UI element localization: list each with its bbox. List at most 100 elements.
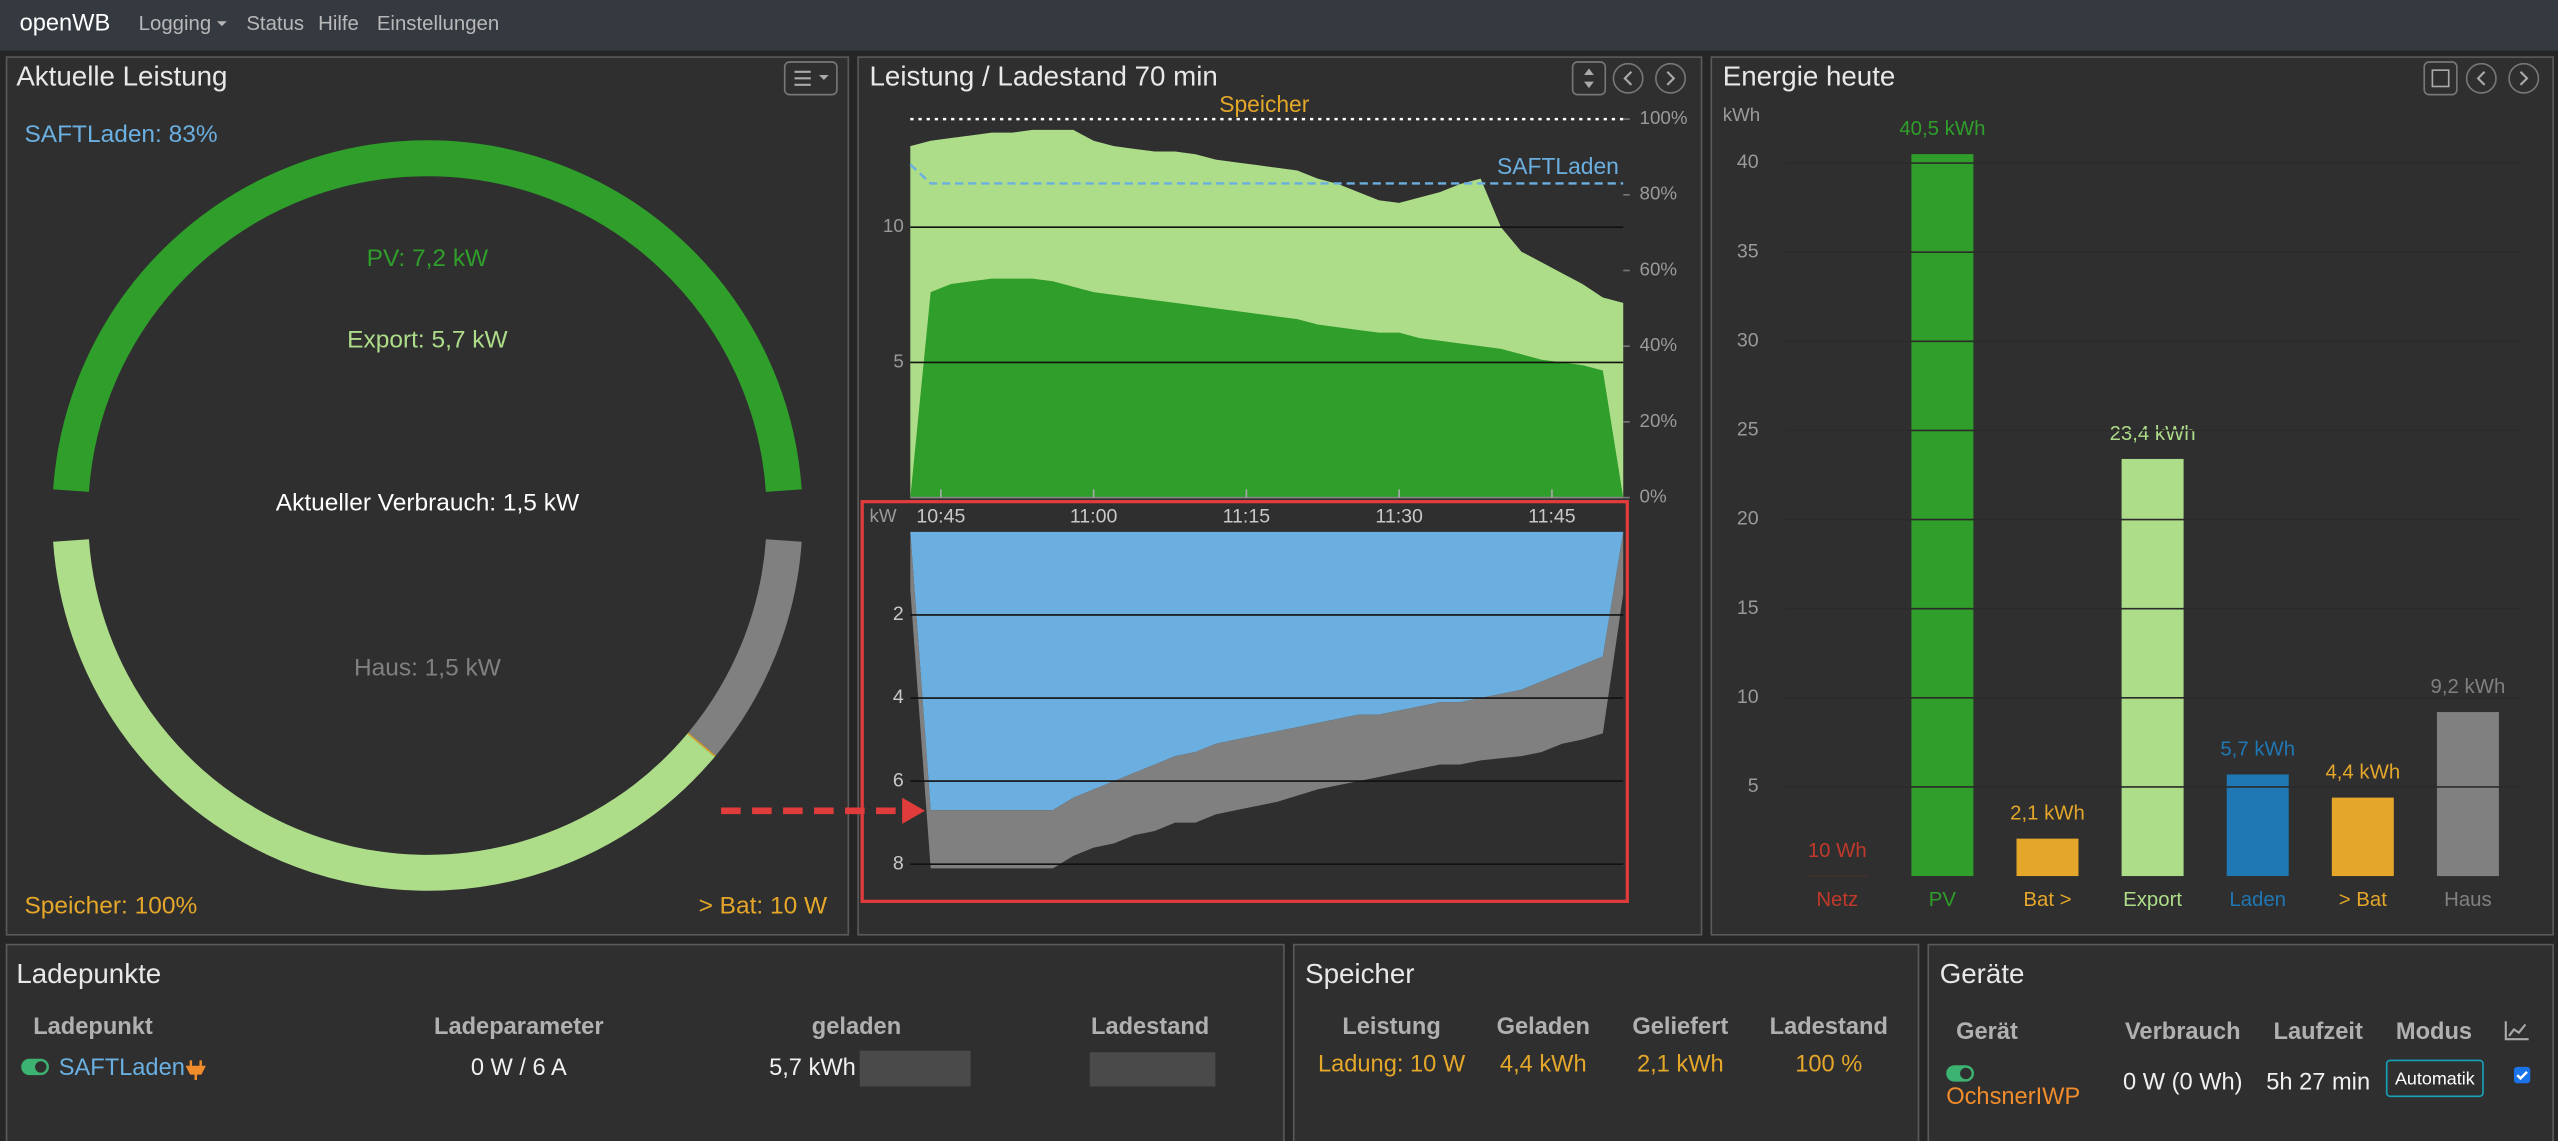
column-header: Ladeparameter (434, 1014, 604, 1040)
column-header: Ladestand (1770, 1014, 1888, 1040)
y-tick-label: 10 (883, 215, 904, 236)
y2-tick-label: 0% (1640, 486, 1667, 507)
value-label: 5,7 kWh (2220, 738, 2295, 760)
y-tick-label: 4 (893, 686, 904, 708)
stacked-area (910, 531, 1624, 811)
bar (1911, 154, 1974, 877)
panel (1927, 943, 2554, 1141)
toggle-knob (35, 1061, 47, 1073)
nav-item[interactable]: Einstellungen (377, 13, 499, 35)
x-tick-label: 11:15 (1223, 505, 1271, 527)
cell: 2,1 kWh (1637, 1052, 1724, 1078)
cell: 100 % (1795, 1052, 1862, 1078)
prev-button[interactable] (1612, 62, 1644, 94)
panel (1292, 943, 1920, 1141)
value-label: 10 Wh (1808, 840, 1867, 862)
area (910, 278, 1624, 498)
x-tick-label: Export (2123, 889, 2182, 911)
calendar-button[interactable] (2423, 61, 2458, 96)
series-label: Speicher (1219, 91, 1309, 117)
next-button[interactable] (1655, 62, 1687, 94)
prev-button[interactable] (2465, 62, 2497, 94)
nav-item[interactable]: Status (246, 13, 304, 35)
y-tick-label: 5 (1748, 775, 1759, 797)
chart-icon[interactable] (2504, 1021, 2529, 1041)
panel-title: Ladepunkte (16, 958, 161, 989)
cell: 5h 27 min (2266, 1069, 2370, 1095)
y-axis-label: kWh (1723, 104, 1760, 125)
caret (216, 21, 227, 27)
bar (2226, 774, 2289, 877)
donut-segment (688, 539, 802, 756)
x-tick-label: Netz (1816, 889, 1858, 911)
column-header: Gerät (1956, 1019, 2018, 1045)
value-label: 40,5 kWh (1899, 118, 1985, 140)
x-tick-label: Laden (2229, 889, 2286, 911)
x-tick-label: 11:45 (1528, 505, 1576, 527)
y-tick-label: 20 (1737, 508, 1759, 530)
column-header: Ladestand (1091, 1014, 1209, 1040)
menu-icon (794, 70, 811, 86)
donut-label: Haus: 1,5 kW (354, 654, 502, 681)
nav-item[interactable]: Logging (139, 13, 212, 35)
donut-label: PV: 7,2 kW (367, 245, 489, 272)
panel (5, 56, 850, 936)
nav-item[interactable]: Hilfe (318, 13, 359, 35)
sort-button[interactable] (1571, 61, 1607, 96)
cell: 4,4 kWh (1500, 1052, 1587, 1078)
y-tick-label: 6 (893, 769, 904, 791)
y-tick-label: 10 (1737, 686, 1759, 708)
y2-tick-label: 60% (1640, 258, 1678, 279)
mode-button-label: Automatik (2395, 1069, 2475, 1089)
y-tick-label: 2 (893, 603, 904, 625)
prev-icon (1623, 71, 1633, 86)
annotation: Speicher: 100% (24, 893, 197, 920)
y-axis-label: kW (870, 505, 897, 526)
checkmark (2516, 1070, 2528, 1081)
panel-title: Energie heute (1723, 61, 1896, 92)
charts: PV: 7,2 kW Export: 5,7 kW > Bat: 10 W Haus:… (24, 91, 2521, 920)
y-tick-label: 5 (893, 350, 903, 371)
x-tick-label: PV (1929, 889, 1957, 911)
panel-title: Speicher (1305, 958, 1414, 989)
y-tick-label: 40 (1737, 151, 1759, 173)
bar (2121, 458, 2184, 877)
toggle-knob (1960, 1067, 1972, 1080)
device-name: OchsnerIWP (1946, 1084, 2080, 1110)
donut-segment (687, 732, 716, 757)
value-label: 23,4 kWh (2110, 423, 2196, 445)
y-tick-label: 8 (893, 852, 904, 874)
cell: Ladung: 10 W (1318, 1052, 1466, 1078)
x-tick-label: > Bat (2339, 889, 2387, 911)
mode-button[interactable] (2385, 1059, 2484, 1098)
column-header: geladen (812, 1014, 901, 1040)
next-button[interactable] (2508, 62, 2540, 94)
donut-label: Export: 5,7 kW (347, 326, 508, 353)
x-tick-label: Haus (2444, 889, 2492, 911)
bar (2331, 797, 2394, 877)
y2-tick-label: 80% (1640, 183, 1678, 204)
next-icon (2519, 71, 2529, 86)
column-header: Modus (2396, 1019, 2472, 1045)
donut-segment (53, 539, 715, 891)
charge-point-name[interactable]: SAFTLaden (59, 1055, 185, 1081)
cell: 0 W / 6 A (471, 1055, 567, 1081)
annotation: Aktueller Verbrauch: 1,5 kW (276, 490, 580, 517)
panel-title: Aktuelle Leistung (16, 61, 227, 92)
highlight-box (860, 500, 1629, 903)
annotation: SAFTLaden: 83% (24, 121, 217, 148)
series-label: SAFTLaden (1497, 153, 1619, 179)
x-tick-label: 11:00 (1070, 505, 1118, 527)
cell: 0 W (0 Wh) (2123, 1069, 2243, 1095)
brand[interactable]: openWB (20, 11, 111, 37)
prev-icon (2476, 71, 2486, 86)
menu-button[interactable] (783, 61, 838, 96)
donut-segment (53, 140, 802, 492)
stacked-area (910, 531, 1624, 869)
caret (818, 75, 829, 80)
panel (5, 943, 1285, 1141)
arrow-head (902, 797, 925, 824)
value-label: 9,2 kWh (2431, 676, 2506, 698)
